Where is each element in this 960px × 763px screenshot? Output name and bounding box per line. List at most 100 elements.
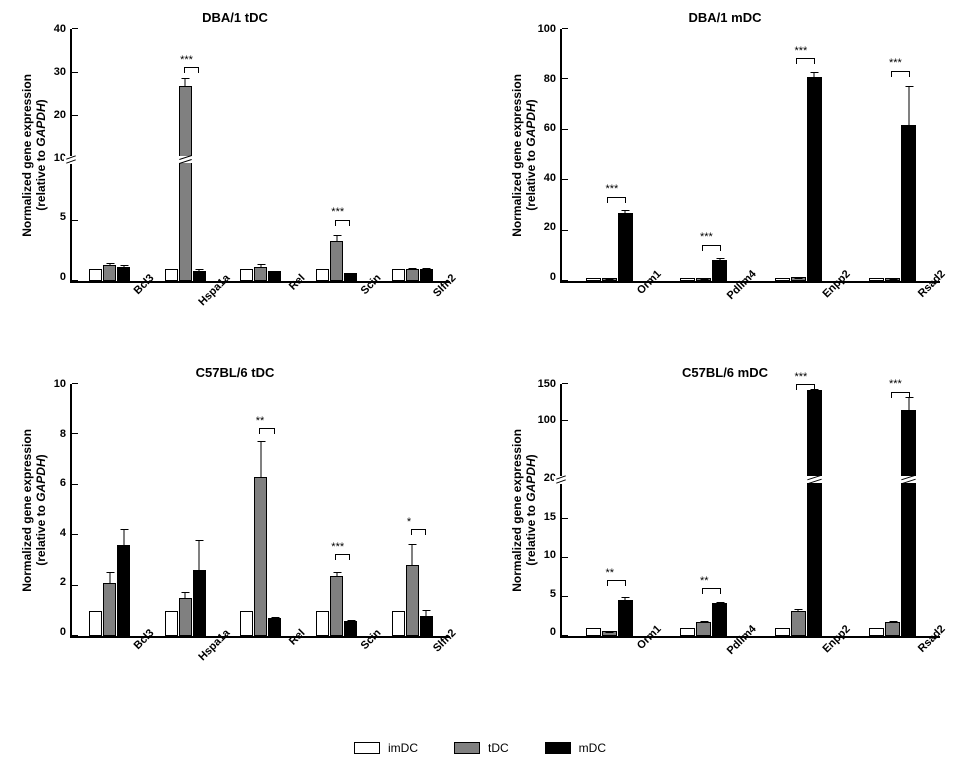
y-tick-label: 0 (550, 271, 556, 283)
bar-imdc (165, 611, 178, 636)
bar-mdc (901, 410, 916, 636)
bar-mdc (193, 570, 206, 636)
bar-group (299, 384, 375, 636)
y-tick-label: 6 (60, 477, 66, 489)
plot-row: Normalized gene expression(relative to G… (510, 29, 940, 281)
significance-bracket (891, 71, 910, 72)
y-tick-label: 100 (538, 23, 556, 35)
bar-tdc (406, 565, 419, 636)
error-bar (719, 602, 720, 604)
chart-panel-p4: C57BL/6 mDC Normalized gene expression(re… (510, 365, 940, 680)
plot-area: ************Orm1Pdlim4Enpp2Rsad2 (560, 29, 940, 283)
chart-title: C57BL/6 tDC (196, 365, 275, 380)
error-bar (892, 621, 893, 623)
error-bar (350, 620, 351, 622)
y-tick-label: 40 (54, 23, 66, 35)
error-bar (908, 86, 909, 126)
bar-tdc (254, 477, 267, 636)
significance-bracket (411, 529, 426, 530)
y-tick-label: 5 (60, 211, 66, 223)
significance-bracket (259, 428, 274, 429)
error-bar (274, 271, 275, 272)
legend-label: mDC (579, 741, 606, 755)
significance-label: ** (256, 415, 265, 427)
bar-group (751, 29, 846, 281)
significance-bracket (702, 588, 721, 589)
y-axis-label: Normalized gene expression(relative to G… (510, 74, 528, 237)
bar-mdc (618, 213, 633, 281)
y-tick-label: 5 (550, 588, 556, 600)
bars-container (72, 29, 450, 281)
bar-imdc (316, 269, 329, 281)
bar-imdc (392, 269, 405, 281)
significance-bracket (335, 554, 350, 555)
y-tick-label: 150 (538, 378, 556, 390)
y-tick-label: 100 (538, 414, 556, 426)
bar-group (846, 384, 941, 636)
y-tick-label: 40 (544, 172, 556, 184)
legend-swatch-mdc (545, 742, 571, 754)
bar-group (299, 29, 375, 281)
significance-label: *** (889, 57, 902, 69)
y-axis-label: Normalized gene expression(relative to G… (510, 429, 528, 592)
bar-tdc (696, 622, 711, 636)
error-bar (109, 263, 110, 266)
bar-tdc (791, 611, 806, 636)
bar-mdc (712, 603, 727, 636)
y-tick-label: 0 (60, 271, 66, 283)
error-bar (336, 572, 337, 577)
y-tick-label: 60 (544, 122, 556, 134)
error-bar (798, 609, 799, 612)
bar-group (562, 29, 657, 281)
significance-label: *** (180, 54, 193, 66)
chart-panel-p3: C57BL/6 tDC Normalized gene expression(re… (20, 365, 450, 680)
y-tick-label: 80 (544, 73, 556, 85)
plot-row: Normalized gene expression(relative to G… (20, 384, 450, 636)
significance-label: *** (700, 231, 713, 243)
y-tick-label: 0 (60, 626, 66, 638)
bar-group (223, 29, 299, 281)
x-axis: Orm1Pdlim4Enpp2Rsad2 (562, 281, 940, 303)
plot-area: ******Bcl3Hspa1aRelScinSlfn2 (70, 29, 450, 283)
y-tick-label: 8 (60, 428, 66, 440)
bar-imdc (89, 611, 102, 636)
bar-group (148, 384, 224, 636)
error-bar (274, 617, 275, 619)
bar-imdc (240, 269, 253, 281)
chart-title: DBA/1 tDC (202, 10, 268, 25)
bar-imdc (586, 628, 601, 636)
y-axis-label: Normalized gene expression(relative to G… (20, 429, 38, 592)
chart-title: C57BL/6 mDC (682, 365, 768, 380)
significance-bracket (702, 245, 721, 246)
chart-title: DBA/1 mDC (689, 10, 762, 25)
error-bar (185, 592, 186, 599)
bar-group (562, 384, 657, 636)
bar-imdc (680, 628, 695, 636)
y-axis-label: Normalized gene expression(relative to G… (20, 74, 38, 237)
significance-label: * (407, 516, 411, 528)
y-tick-label: 30 (54, 66, 66, 78)
y-tick-label: 10 (54, 378, 66, 390)
chart-panel-p2: DBA/1 mDC Normalized gene expression(rela… (510, 10, 940, 325)
significance-label: ** (605, 567, 614, 579)
significance-bracket (184, 67, 199, 68)
significance-bracket (796, 384, 815, 385)
significance-bracket (335, 220, 350, 221)
bar-group (657, 384, 752, 636)
error-bar (412, 268, 413, 270)
y-tick-column: 05101520100150 (532, 384, 560, 632)
y-tick-label: 20 (544, 221, 556, 233)
bar-imdc (775, 628, 790, 636)
y-tick-column: 0510203040 (42, 29, 70, 277)
legend-item-tdc: tDC (454, 741, 509, 755)
error-bar (123, 265, 124, 267)
error-bar (908, 397, 909, 411)
x-axis: Bcl3Hspa1aRelScinSlfn2 (72, 636, 450, 658)
bar-tdc (179, 86, 192, 281)
page: DBA/1 tDC Normalized gene expression(rela… (0, 0, 960, 763)
plot-area: **********Orm1Pdlim4Enpp2Rsad2 (560, 384, 940, 638)
error-bar (336, 235, 337, 242)
bar-tdc (330, 576, 343, 636)
significance-label: *** (889, 378, 902, 390)
y-tick-label: 4 (60, 527, 66, 539)
